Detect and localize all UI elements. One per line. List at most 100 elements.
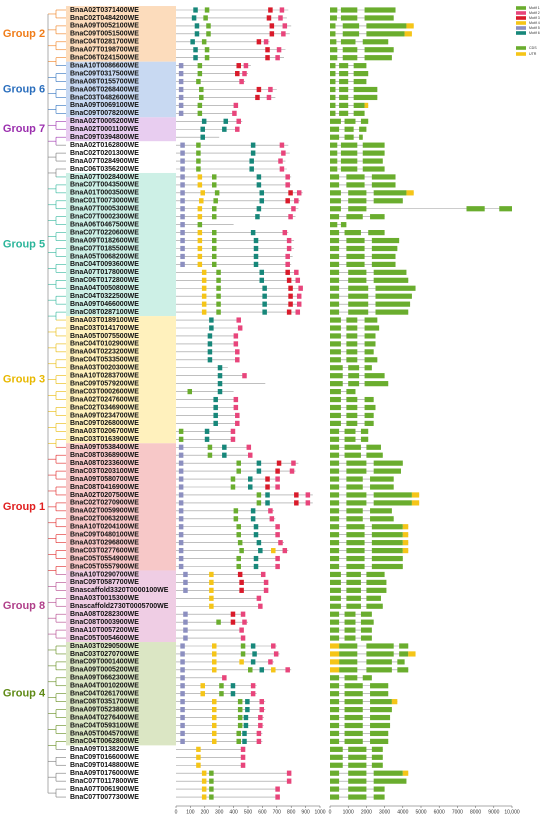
cds	[330, 39, 337, 45]
group-band	[66, 570, 176, 643]
motif	[178, 428, 184, 434]
gene-name: BnaC09T0579200WE	[70, 380, 139, 387]
motif	[258, 603, 263, 609]
cds	[330, 707, 340, 713]
motif	[212, 714, 217, 721]
motif	[285, 174, 290, 180]
motif	[305, 492, 311, 498]
motif	[217, 389, 223, 395]
motif	[178, 78, 184, 85]
motif	[240, 643, 246, 649]
motif	[201, 301, 207, 307]
group-label: Group 6	[3, 83, 45, 95]
motif	[178, 508, 184, 514]
cds	[348, 794, 367, 800]
cds	[371, 182, 396, 188]
motif	[178, 532, 184, 538]
motif	[223, 118, 229, 124]
gene-name: BnaA07T0028400WE	[70, 174, 139, 181]
motif	[207, 444, 213, 450]
cds	[370, 516, 394, 522]
motif	[248, 452, 253, 458]
motif	[183, 635, 188, 641]
motif	[255, 94, 260, 101]
motif	[217, 373, 223, 379]
motif	[222, 126, 227, 132]
motif	[236, 532, 241, 538]
motif	[253, 563, 259, 570]
motif	[250, 516, 256, 522]
legend-swatch	[516, 21, 526, 25]
gene-name: BnaA02T0001100WE	[70, 126, 139, 133]
motif	[233, 508, 239, 514]
tick-label: 5000	[415, 809, 426, 815]
cds	[339, 110, 349, 116]
cds	[362, 150, 385, 156]
motif	[180, 230, 185, 236]
motif	[256, 738, 262, 744]
utr	[391, 699, 398, 705]
gene-name: BnaA02T0059900WE	[70, 508, 139, 515]
motif	[183, 611, 188, 617]
cds	[346, 516, 363, 522]
cds	[346, 261, 365, 267]
motif	[295, 309, 301, 315]
cds	[330, 55, 338, 61]
gene-name: BnaC04T0281700WE	[70, 39, 139, 46]
motif	[209, 603, 214, 609]
gene-name: BnaC07T0077300WE	[70, 794, 139, 801]
motif	[253, 245, 259, 252]
cds	[346, 237, 365, 244]
motif	[285, 261, 290, 267]
cds	[344, 707, 363, 713]
utr	[364, 102, 369, 108]
motif	[305, 500, 311, 506]
gene-name: BnaC03T0203100WE	[70, 468, 139, 475]
motif	[216, 619, 221, 625]
motif	[269, 31, 275, 37]
motif	[180, 150, 185, 156]
motif	[248, 484, 253, 490]
gene-name: BnaC04T0093600WE	[70, 261, 139, 268]
gene-name: BnaA04T0050800WE	[70, 285, 139, 292]
motif	[178, 476, 184, 482]
motif	[256, 39, 262, 45]
cds	[330, 102, 336, 108]
motif	[275, 555, 280, 562]
motif	[212, 667, 217, 673]
motif	[212, 261, 217, 267]
motif	[212, 722, 217, 729]
motif	[265, 500, 270, 506]
gene-name: BnaA03T0290500WE	[70, 643, 139, 650]
motif	[204, 55, 210, 61]
motif	[230, 619, 236, 625]
tick-label: 8000	[470, 809, 481, 815]
motif	[217, 365, 223, 371]
motif	[260, 571, 266, 578]
motif	[275, 532, 280, 538]
motif	[196, 754, 201, 760]
gene-name: BnaC06T0356200WE	[70, 166, 139, 173]
cds	[364, 325, 380, 331]
cds	[346, 532, 365, 538]
motif	[230, 484, 236, 490]
cds	[346, 396, 358, 403]
motif	[248, 476, 253, 482]
gene-name: BnaA02T0371400WE	[70, 7, 139, 14]
motif	[212, 651, 217, 657]
motif	[256, 460, 262, 466]
motif	[213, 420, 218, 426]
cds	[366, 579, 387, 585]
cds	[375, 285, 416, 291]
cds	[373, 500, 412, 506]
phylogenetic-tree	[47, 9, 66, 798]
cds	[342, 31, 360, 37]
motif	[265, 55, 270, 61]
cds	[346, 500, 367, 506]
gene-name: BnaA07T0005300WE	[70, 206, 139, 213]
motif	[212, 707, 217, 713]
cds	[399, 651, 409, 657]
cds	[366, 603, 383, 609]
motif	[196, 150, 201, 156]
